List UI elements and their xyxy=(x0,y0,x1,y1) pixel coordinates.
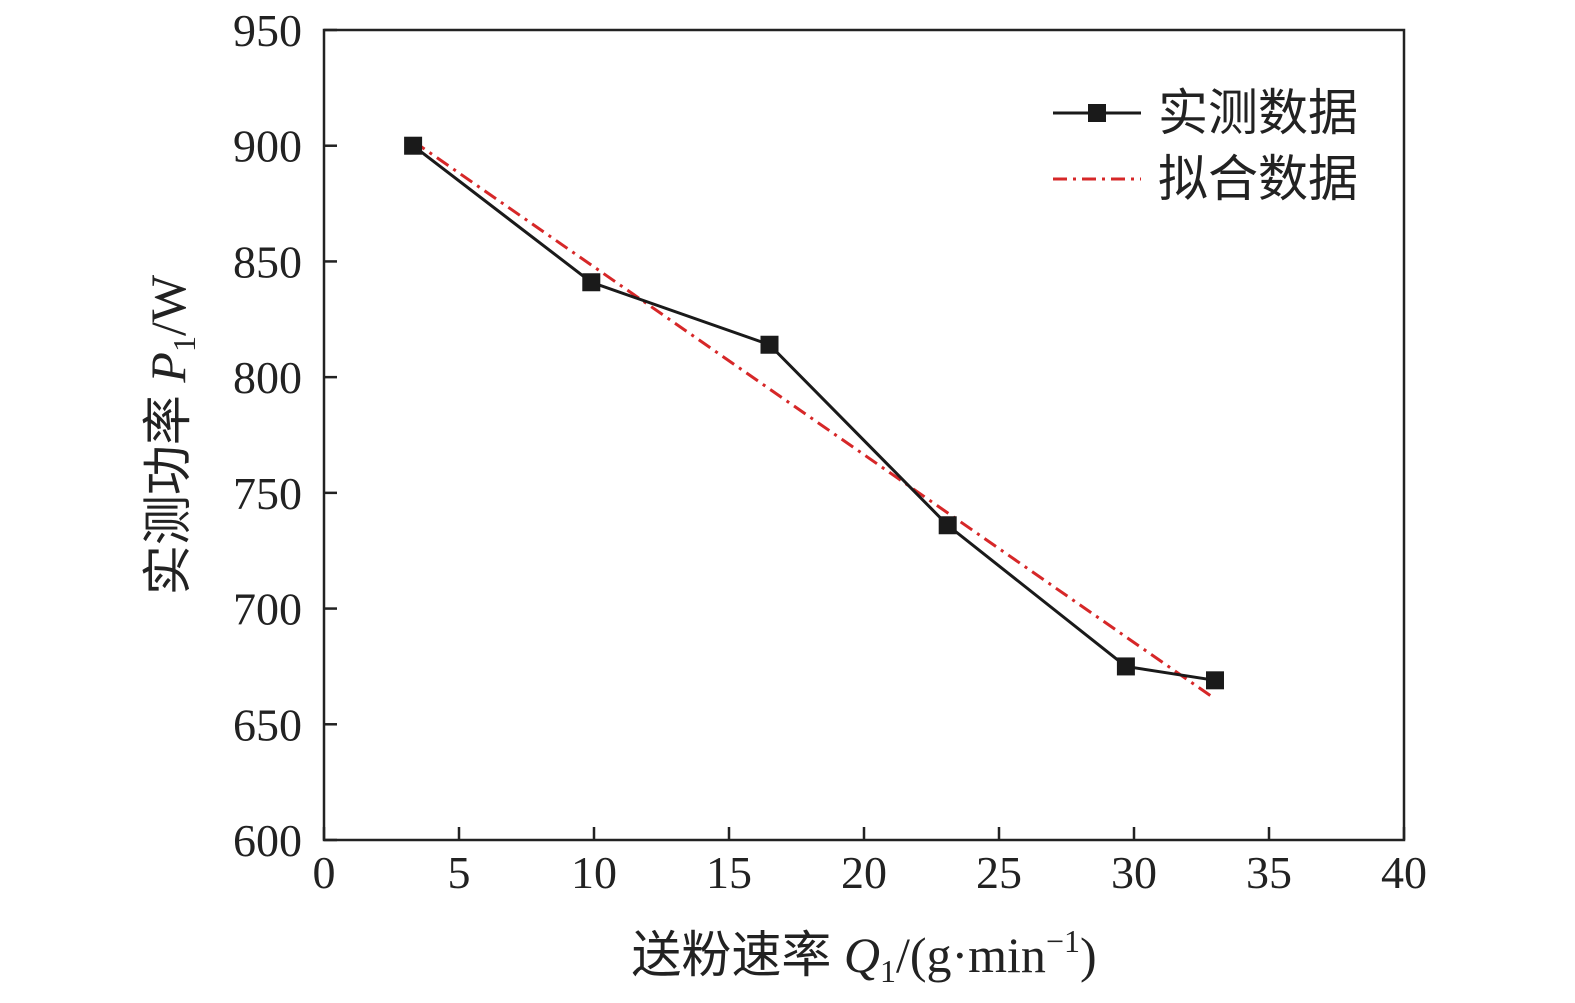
data-point-measured xyxy=(938,516,957,535)
legend-label-fitted: 拟合数据 xyxy=(1158,151,1358,207)
x-tick-label: 35 xyxy=(1246,847,1292,898)
legend: 实测数据 拟合数据 xyxy=(1053,85,1358,207)
series-line-fitted xyxy=(412,139,1216,701)
y-axis-label-unit: /W xyxy=(140,274,196,336)
x-axis-label: 送粉速率 Q1/(g·min−1) xyxy=(631,923,1096,989)
legend-entry-fitted: 拟合数据 xyxy=(1053,151,1358,207)
legend-entry-measured: 实测数据 xyxy=(1053,85,1358,141)
x-axis-label-unit-close: ) xyxy=(1080,927,1097,983)
y-axis-label-subscript: 1 xyxy=(166,336,202,352)
y-tick-label: 900 xyxy=(233,121,302,172)
y-tick-label: 600 xyxy=(233,815,302,866)
x-tick-label: 30 xyxy=(1111,847,1157,898)
y-tick-label: 650 xyxy=(233,699,302,750)
y-axis-ticks: 600 650 700 750 800 850 900 950 xyxy=(233,5,337,866)
y-tick-label: 700 xyxy=(233,584,302,635)
x-axis-ticks: 0 5 10 15 20 25 30 35 40 xyxy=(313,827,1427,898)
data-point-measured xyxy=(1206,671,1224,690)
x-axis-label-subscript: 1 xyxy=(880,953,896,989)
x-axis-label-unit-open: /(g·min xyxy=(896,927,1046,983)
series-layer xyxy=(404,136,1224,701)
x-tick-label: 20 xyxy=(841,847,887,898)
x-tick-label: 25 xyxy=(976,847,1022,898)
y-axis-label-symbol: P xyxy=(140,352,196,384)
x-tick-label: 0 xyxy=(313,847,336,898)
x-axis-label-prefix: 送粉速率 xyxy=(631,927,844,983)
x-tick-label: 40 xyxy=(1381,847,1427,898)
y-axis-label: 实测功率 P1/W xyxy=(140,274,202,595)
series-line-measured xyxy=(412,144,1216,682)
x-tick-label: 10 xyxy=(571,847,617,898)
data-point-measured xyxy=(404,136,423,155)
y-tick-label: 800 xyxy=(233,352,302,403)
x-tick-label: 15 xyxy=(706,847,752,898)
y-axis-label-prefix: 实测功率 xyxy=(140,383,196,596)
y-tick-label: 750 xyxy=(233,468,302,519)
x-tick-label: 5 xyxy=(448,847,471,898)
data-point-measured xyxy=(1116,657,1135,676)
x-axis-label-symbol: Q xyxy=(844,927,880,983)
y-tick-label: 850 xyxy=(233,236,302,287)
y-tick-label: 950 xyxy=(233,5,302,56)
data-point-measured xyxy=(582,273,601,292)
data-point-measured xyxy=(760,335,779,354)
legend-marker-square xyxy=(1088,104,1106,122)
x-axis-label-unit-sup: −1 xyxy=(1046,923,1080,959)
legend-label-measured: 实测数据 xyxy=(1158,85,1358,141)
